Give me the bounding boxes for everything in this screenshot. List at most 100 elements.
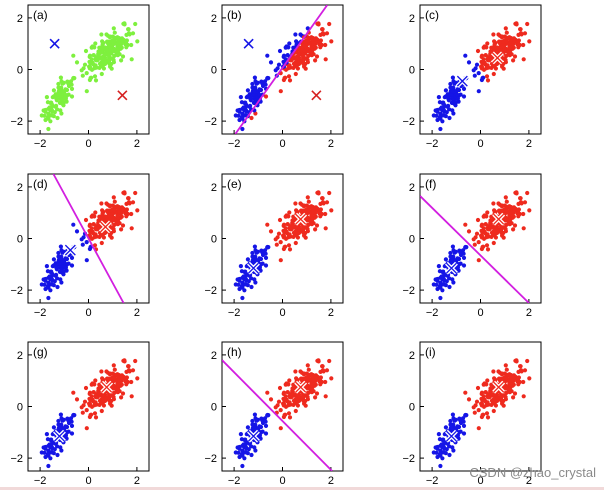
x-tick-label: 2 bbox=[526, 475, 532, 487]
data-point bbox=[55, 284, 60, 290]
data-point bbox=[481, 244, 486, 249]
data-point bbox=[83, 48, 89, 54]
data-point bbox=[284, 44, 289, 49]
data-point bbox=[305, 397, 310, 402]
data-point bbox=[463, 244, 468, 250]
data-point bbox=[443, 88, 448, 93]
data-point bbox=[46, 126, 51, 132]
data-point bbox=[500, 64, 505, 69]
data-point bbox=[69, 419, 74, 424]
data-point bbox=[293, 201, 298, 206]
data-point bbox=[252, 258, 257, 263]
data-point bbox=[434, 450, 439, 455]
data-point bbox=[45, 100, 51, 105]
data-point bbox=[466, 60, 472, 65]
y-tick-label: −2 bbox=[402, 285, 415, 297]
data-point bbox=[240, 463, 245, 469]
data-point bbox=[448, 422, 453, 427]
data-point bbox=[265, 390, 270, 395]
data-point bbox=[107, 52, 112, 57]
data-point bbox=[124, 45, 129, 50]
data-point bbox=[254, 418, 259, 423]
data-point bbox=[236, 113, 241, 118]
data-point bbox=[316, 22, 321, 27]
y-tick-label: −2 bbox=[10, 116, 23, 128]
data-point bbox=[450, 426, 455, 431]
panel-label: (d) bbox=[33, 177, 48, 191]
panel-i: −2 0 2 −2 0 2 (i) bbox=[402, 341, 542, 487]
data-point bbox=[112, 204, 117, 209]
data-point bbox=[491, 71, 496, 77]
data-point bbox=[93, 41, 98, 46]
data-point bbox=[239, 452, 244, 457]
centroid-marker bbox=[49, 38, 60, 49]
data-point bbox=[96, 49, 101, 54]
data-point bbox=[522, 368, 528, 373]
data-point bbox=[463, 412, 468, 418]
data-points bbox=[431, 21, 532, 132]
data-point bbox=[320, 364, 325, 369]
data-point bbox=[443, 257, 448, 262]
data-point bbox=[507, 372, 512, 377]
data-point bbox=[442, 102, 447, 107]
data-point bbox=[127, 32, 132, 37]
data-point bbox=[80, 410, 85, 415]
data-point bbox=[305, 229, 310, 234]
data-point bbox=[257, 433, 262, 438]
data-point bbox=[254, 81, 259, 86]
data-point bbox=[314, 223, 320, 228]
data-point bbox=[441, 282, 446, 287]
data-point bbox=[479, 53, 485, 58]
data-point bbox=[511, 382, 516, 387]
data-point bbox=[93, 378, 98, 383]
data-point bbox=[129, 211, 134, 217]
data-point bbox=[447, 452, 452, 458]
data-point bbox=[294, 39, 299, 44]
data-point bbox=[112, 53, 117, 59]
data-point bbox=[260, 250, 265, 255]
data-point bbox=[45, 452, 51, 457]
y-tick-label: 2 bbox=[17, 350, 23, 362]
data-point bbox=[244, 271, 249, 276]
data-point bbox=[104, 32, 109, 37]
data-point bbox=[298, 32, 303, 37]
data-point bbox=[441, 113, 446, 118]
data-point bbox=[516, 45, 521, 50]
data-point bbox=[476, 408, 481, 413]
data-point bbox=[515, 377, 521, 382]
data-point bbox=[503, 195, 508, 200]
data-point bbox=[435, 276, 440, 282]
data-point bbox=[278, 258, 283, 263]
data-point bbox=[244, 278, 249, 283]
data-point bbox=[299, 209, 304, 214]
data-point bbox=[119, 58, 124, 63]
data-point bbox=[434, 113, 439, 118]
x-tick-label: 0 bbox=[279, 138, 285, 150]
data-point bbox=[487, 394, 492, 399]
data-point bbox=[60, 418, 65, 423]
data-point bbox=[323, 379, 328, 385]
data-point bbox=[87, 53, 93, 58]
data-point bbox=[311, 209, 316, 214]
data-point bbox=[42, 450, 47, 455]
data-point bbox=[112, 367, 117, 372]
data-point bbox=[316, 191, 321, 196]
data-point bbox=[475, 48, 481, 54]
data-point bbox=[284, 381, 289, 386]
data-point bbox=[437, 269, 442, 274]
data-point bbox=[127, 201, 132, 206]
data-point bbox=[127, 369, 132, 374]
x-tick-label: 0 bbox=[477, 138, 483, 150]
data-point bbox=[58, 75, 64, 80]
y-tick-label: 2 bbox=[211, 13, 217, 25]
data-point bbox=[249, 276, 254, 281]
data-point bbox=[446, 440, 451, 445]
data-point bbox=[87, 390, 93, 395]
data-point bbox=[58, 445, 63, 450]
x-tick-label: −2 bbox=[426, 475, 439, 487]
data-point bbox=[107, 204, 113, 209]
data-point bbox=[257, 256, 262, 261]
data-point bbox=[63, 433, 68, 438]
data-point bbox=[257, 424, 262, 429]
data-point bbox=[507, 222, 512, 227]
